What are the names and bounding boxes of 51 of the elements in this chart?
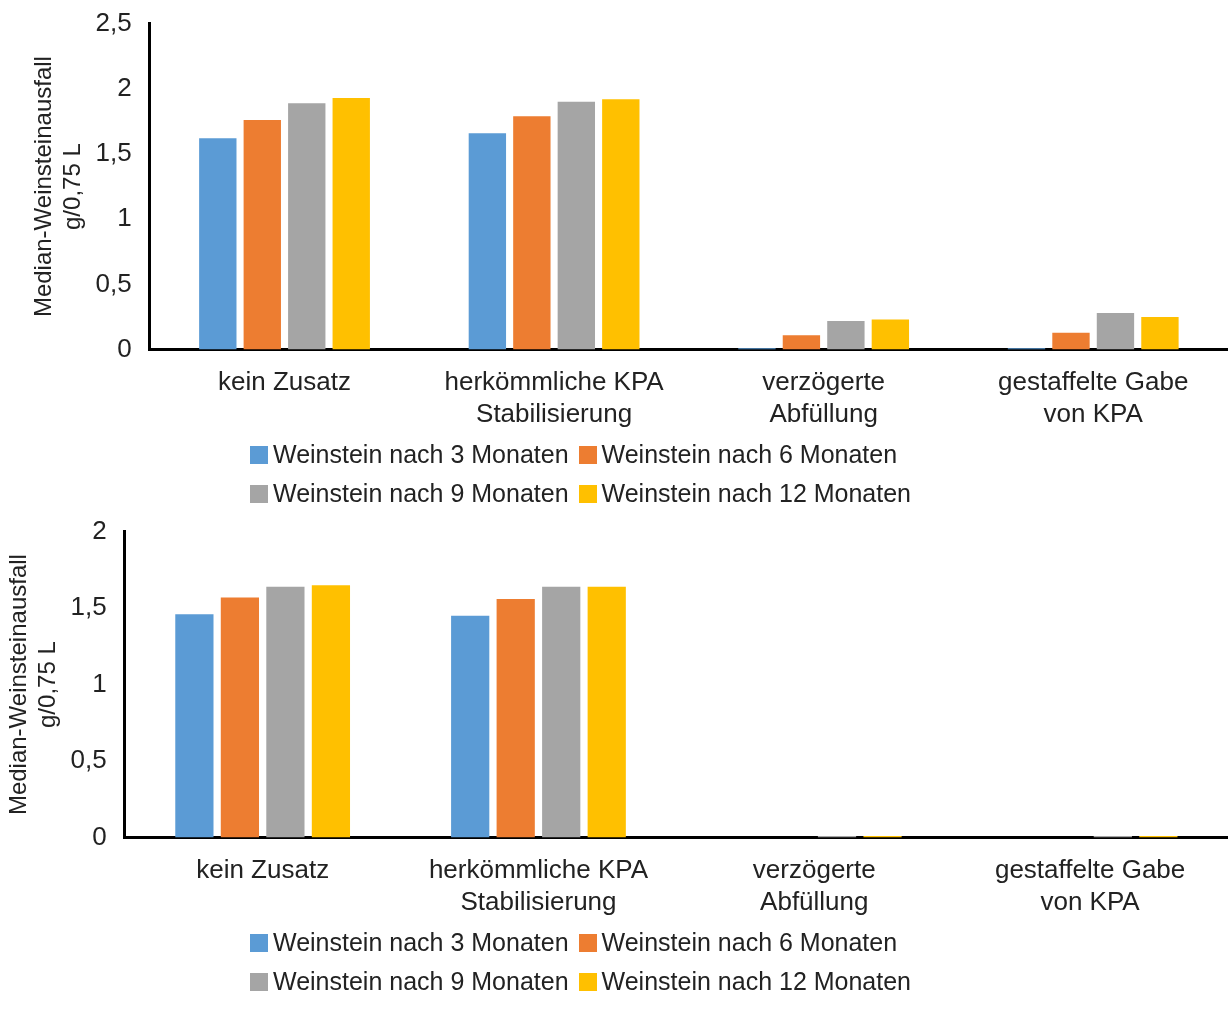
bar <box>1096 313 1135 350</box>
bar <box>542 586 581 838</box>
y-tick-label: 0,5 <box>70 744 107 775</box>
bar <box>513 116 551 350</box>
bar <box>871 319 910 350</box>
bar <box>1052 332 1090 350</box>
bar <box>451 615 490 838</box>
bar <box>496 598 535 838</box>
bar <box>266 586 305 838</box>
bar <box>602 99 640 350</box>
x-tick-label: verzögerte Abfüllung <box>762 366 886 428</box>
bar <box>311 585 351 838</box>
x-tick-label: herkömmliche KPA Stabilisierung <box>428 854 649 916</box>
bar <box>827 320 865 350</box>
y-tick-label: 1 <box>92 667 107 698</box>
bar <box>1141 317 1179 350</box>
x-tick-label: gestaffelte Gabe von KPA <box>994 854 1186 916</box>
y-tick-label: 2 <box>92 514 107 545</box>
y-tick-label: 0 <box>92 820 107 851</box>
bar <box>175 614 214 838</box>
legend-label: Weinstein nach 6 Monaten <box>601 440 898 469</box>
x-tick-label: herkömmliche KPA Stabilisierung <box>444 366 665 428</box>
x-tick-label: kein Zusatz <box>218 366 351 397</box>
bar <box>468 133 507 350</box>
bar <box>288 103 326 350</box>
y-axis-title: Median-Weinsteinausfall g/0,75 L <box>4 554 60 816</box>
bar <box>557 101 596 350</box>
legend-label: Weinstein nach 9 Monaten <box>273 967 569 996</box>
bar <box>243 120 281 350</box>
y-tick-label: 2,5 <box>95 6 132 37</box>
y-tick-label: 1 <box>117 202 132 233</box>
bar <box>199 138 237 350</box>
legend-label: Weinstein nach 3 Monaten <box>273 928 569 957</box>
legend-label: Weinstein nach 12 Monaten <box>601 479 912 508</box>
legend-label: Weinstein nach 9 Monaten <box>273 479 569 508</box>
bar <box>220 597 260 838</box>
y-tick-label: 1,5 <box>70 591 107 622</box>
x-tick-label: verzögerte Abfüllung <box>752 854 876 916</box>
bar <box>782 335 821 350</box>
y-tick-label: 0,5 <box>95 267 132 298</box>
y-tick-label: 0 <box>117 332 132 363</box>
x-tick-label: kein Zusatz <box>196 854 330 885</box>
legend-label: Weinstein nach 12 Monaten <box>601 967 912 996</box>
bar <box>587 586 626 838</box>
x-tick-label: gestaffelte Gabe von KPA <box>998 366 1189 428</box>
legend-label: Weinstein nach 3 Monaten <box>273 440 569 469</box>
y-axis-title: Median-Weinsteinausfall g/0,75 L <box>29 56 85 318</box>
y-tick-label: 1,5 <box>95 137 132 168</box>
y-tick-label: 2 <box>117 71 132 102</box>
legend-label: Weinstein nach 6 Monaten <box>601 928 898 957</box>
bar <box>332 97 370 350</box>
